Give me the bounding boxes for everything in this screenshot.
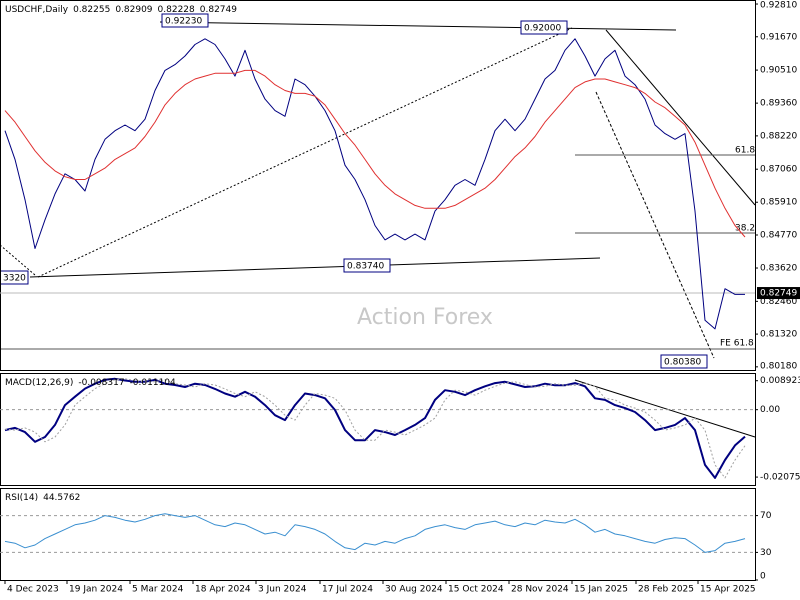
x-tick-label: 17 Jul 2024	[322, 585, 373, 595]
panel-header: MACD(12,26,9) -0.008317 -0.011104	[5, 378, 176, 388]
annotation: 38.2	[735, 224, 755, 234]
series-line	[4, 378, 746, 479]
x-tick-label: 28 Feb 2025	[638, 585, 694, 595]
y-tick-label: 0.008923	[760, 376, 800, 386]
panel-frame	[0, 0, 756, 371]
y-tick-label: 0.85910	[760, 198, 797, 208]
trend-line	[159, 21, 677, 31]
panel-reading: -0.008317	[78, 378, 124, 388]
x-tick-label: 30 Aug 2024	[385, 585, 443, 595]
x-tick-label: 15 Apr 2025	[700, 585, 756, 595]
x-tick-label: 19 Jan 2024	[69, 585, 123, 595]
y-tick-label: 0.90510	[760, 66, 797, 76]
x-tick-label: 28 Nov 2024	[511, 585, 569, 595]
panel-reading: 0.82255	[73, 5, 110, 15]
annotation: FE 61.8	[720, 339, 754, 349]
trend-line	[29, 257, 601, 278]
x-tick-label: 15 Jan 2025	[574, 585, 628, 595]
annotation: 0.80380	[664, 358, 701, 368]
series-line	[4, 377, 746, 479]
label-box	[343, 258, 391, 273]
label-box	[520, 20, 568, 35]
panel-title: MACD(12,26,9)	[5, 378, 73, 388]
x-tick-label: 3 Jun 2024	[258, 585, 307, 595]
x-tick-label: 5 Mar 2024	[132, 585, 184, 595]
annotation: 0.92000	[524, 24, 561, 34]
y-tick-label: 0.81320	[760, 330, 797, 340]
panel-reading: 0.82228	[158, 5, 195, 15]
y-tick-label: 0.92810	[760, 1, 797, 11]
y-tick-label: 0.80180	[760, 362, 797, 372]
annotation: 61.8	[735, 146, 755, 156]
y-tick-label: 0.00	[760, 405, 780, 415]
panel-header: USDCHF,Daily 0.82255 0.82909 0.82228 0.82749	[5, 5, 237, 15]
label-box	[161, 13, 209, 28]
y-tick-label: 0.91670	[760, 32, 797, 42]
y-tick-label: 0.88220	[760, 131, 797, 141]
panel-reading: 0.82909	[115, 5, 152, 15]
last-price-label: 0.82749	[760, 289, 797, 299]
panel-reading: 44.5762	[43, 493, 80, 503]
annotation: 0.92230	[165, 17, 202, 27]
y-tick-label: 70	[760, 511, 772, 521]
watermark: Action Forex	[357, 305, 493, 330]
y-tick-label: 0.84770	[760, 230, 797, 240]
series-line	[4, 38, 745, 330]
panel-frame	[0, 373, 756, 486]
x-tick-label: 18 Apr 2024	[195, 585, 251, 595]
y-tick-label: 0.83620	[760, 264, 797, 274]
annotation: 3320	[3, 274, 26, 284]
panel-reading: 0.82749	[200, 5, 237, 15]
trend-lines	[0, 21, 756, 438]
x-tick-label: 4 Dec 2023	[7, 585, 59, 595]
last-price-box	[757, 287, 800, 300]
series-line	[4, 69, 746, 238]
panel-reading: -0.011104	[130, 378, 176, 388]
trend-line	[574, 379, 756, 438]
label-box	[0, 270, 29, 285]
panel-frame	[0, 488, 756, 581]
y-tick-label: 0.87060	[760, 165, 797, 175]
series-line	[4, 513, 746, 553]
y-tick-label: 0	[760, 572, 766, 582]
y-tick-label: 30	[760, 548, 772, 558]
trend-line	[595, 91, 715, 359]
annotations: 0.92230 0.92000 0.83740 0.80380 3320 61.…	[0, 13, 755, 369]
annotation: 0.83740	[347, 262, 384, 272]
trend-line	[605, 29, 756, 206]
label-box	[660, 354, 708, 369]
x-tick-label: 15 Oct 2024	[448, 585, 504, 595]
y-tick-label: 0.82460	[760, 297, 797, 307]
panel-title: RSI(14)	[5, 493, 38, 503]
y-tick-label: -0.020759	[760, 473, 800, 483]
y-tick-label: 0.89360	[760, 99, 797, 109]
panel-title: USDCHF,Daily	[5, 5, 69, 15]
panel-header: RSI(14) 44.5762	[5, 493, 80, 503]
